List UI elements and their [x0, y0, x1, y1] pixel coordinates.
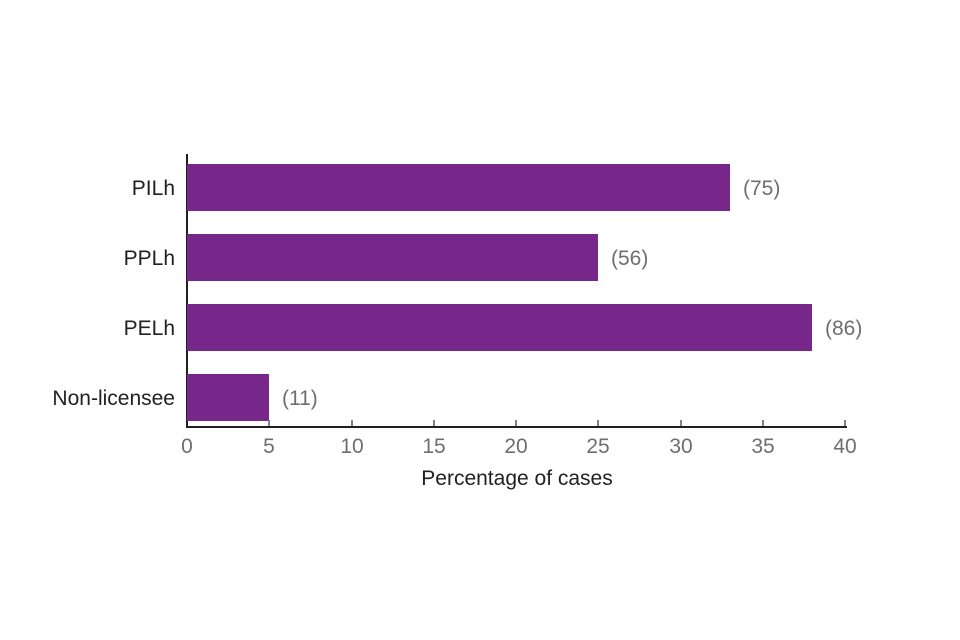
- bar-pelh: [187, 304, 812, 351]
- value-label: (75): [743, 177, 781, 200]
- category-label: PILh: [131, 177, 175, 200]
- x-axis-tick-label: 10: [340, 435, 364, 458]
- category-label: PPLh: [123, 247, 175, 270]
- x-axis-title: Percentage of cases: [421, 467, 613, 490]
- x-axis-tick: [268, 420, 270, 426]
- x-axis-tick-label: 20: [504, 435, 528, 458]
- value-label: (86): [825, 317, 863, 340]
- y-axis-line: [186, 154, 188, 427]
- x-axis-tick-label: 40: [833, 435, 857, 458]
- x-axis-tick: [680, 420, 682, 426]
- bar-pplh: [187, 234, 598, 281]
- x-axis-tick-label: 35: [751, 435, 775, 458]
- bar-non-licensee: [187, 374, 269, 421]
- x-axis-tick: [515, 420, 517, 426]
- x-axis-tick-label: 25: [586, 435, 610, 458]
- value-label: (56): [611, 247, 649, 270]
- x-axis-tick: [844, 420, 846, 426]
- x-axis-tick: [762, 420, 764, 426]
- x-axis-tick-label: 0: [181, 435, 193, 458]
- x-axis-tick: [351, 420, 353, 426]
- x-axis-line: [186, 426, 847, 428]
- x-axis-tick-label: 15: [422, 435, 446, 458]
- category-label: Non-licensee: [52, 387, 175, 410]
- bar-pilh: [187, 164, 730, 211]
- x-axis-tick: [597, 420, 599, 426]
- category-label: PELh: [123, 317, 175, 340]
- x-axis-tick-label: 5: [263, 435, 275, 458]
- x-axis-tick: [433, 420, 435, 426]
- value-label: (11): [282, 387, 318, 410]
- x-axis-tick-label: 30: [669, 435, 693, 458]
